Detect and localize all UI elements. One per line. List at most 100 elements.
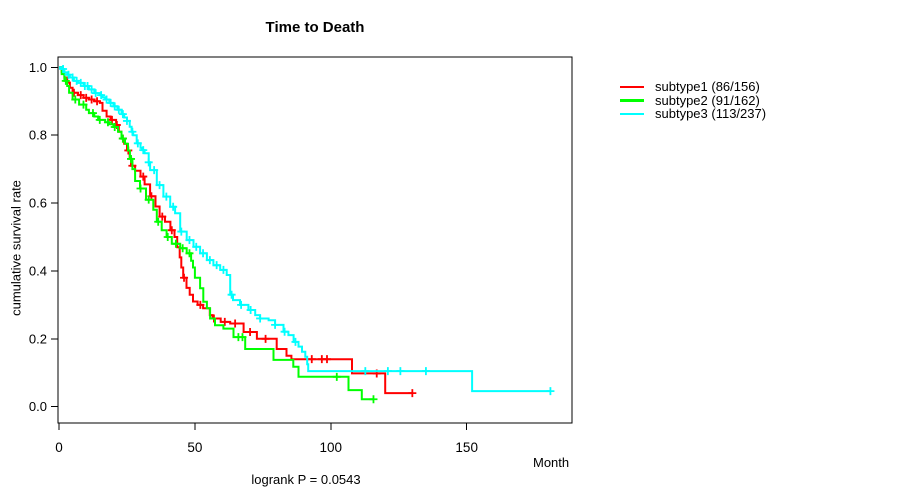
censor-mark	[108, 115, 117, 124]
censor-mark	[76, 91, 85, 100]
censor-mark	[546, 387, 555, 396]
censor-mark	[199, 249, 208, 258]
y-tick-label: 0.0	[29, 399, 47, 414]
censor-mark	[238, 333, 247, 342]
censor-mark	[192, 242, 201, 251]
legend-item-subtype3: subtype3 (113/237)	[620, 106, 767, 122]
legend-label-subtype3: subtype3 (113/237)	[655, 106, 767, 122]
censor-mark	[102, 95, 111, 104]
censor-mark	[220, 317, 229, 326]
censor-mark	[82, 93, 91, 102]
censor-mark	[178, 244, 187, 253]
censor-mark	[396, 367, 405, 376]
censor-mark	[332, 372, 341, 381]
censor-mark	[227, 290, 236, 299]
survival-curve-subtype3	[59, 64, 555, 396]
censor-mark	[163, 233, 172, 241]
censor-mark	[421, 367, 430, 376]
survival-curve-subtype2	[59, 66, 378, 404]
censor-mark	[167, 226, 176, 235]
censor-mark	[76, 78, 85, 87]
censor-mark	[71, 95, 80, 104]
y-tick-label: 1.0	[29, 60, 47, 75]
censor-mark	[91, 89, 100, 98]
censor-mark	[237, 300, 246, 309]
censor-mark	[59, 64, 68, 73]
censor-mark	[127, 154, 136, 163]
censor-mark	[93, 97, 102, 106]
legend-label-subtype2: subtype2 (91/162)	[655, 92, 760, 108]
censor-mark	[122, 116, 131, 125]
legend-label-subtype1: subtype1 (86/156)	[655, 79, 760, 95]
km-step-line	[59, 66, 374, 401]
legend-line-swatch-subtype3	[620, 112, 644, 115]
censor-mark	[261, 334, 270, 343]
censor-mark	[64, 70, 73, 79]
censor-mark	[280, 327, 289, 336]
censor-mark	[139, 172, 148, 181]
legend-item-subtype2: subtype2 (91/162)	[620, 92, 766, 108]
legend: subtype1 (86/156) subtype2 (91/162) subt…	[620, 79, 767, 122]
censor-mark	[68, 73, 77, 82]
censor-mark	[103, 118, 112, 127]
censor-mark	[205, 256, 214, 265]
axes: 0.0 0.2 0.4 0.6 0.8 1.0 0 50 100 150	[29, 56, 573, 455]
survival-curve-subtype1	[59, 66, 417, 398]
x-tick-label: 100	[320, 440, 343, 455]
censor-mark	[322, 355, 331, 364]
censor-mark	[246, 328, 255, 337]
censor-mark	[177, 227, 186, 236]
censor-mark	[180, 273, 189, 282]
censor-mark	[150, 166, 159, 175]
x-tick-label: 0	[55, 440, 63, 455]
censor-mark	[118, 134, 127, 143]
y-tick-label: 0.6	[29, 196, 47, 211]
censor-mark	[144, 195, 153, 204]
censor-mark	[158, 212, 167, 221]
censor-mark	[212, 261, 221, 270]
y-tick-label: 0.2	[29, 331, 47, 346]
censor-mark	[110, 123, 119, 132]
censor-mark	[196, 300, 205, 309]
censor-mark	[361, 367, 370, 376]
censor-mark	[118, 110, 127, 119]
censor-mark	[246, 305, 255, 314]
censor-mark	[136, 184, 145, 193]
censor-mark	[79, 100, 88, 109]
km-step-line	[59, 66, 551, 393]
censor-mark	[144, 158, 153, 167]
censor-mark	[171, 239, 180, 248]
x-tick-label: 150	[455, 440, 478, 455]
censor-mark	[97, 91, 106, 100]
censor-mark	[106, 98, 115, 107]
censor-mark	[139, 146, 148, 155]
x-axis-unit-label: Month	[533, 455, 570, 470]
censor-mark	[110, 102, 119, 111]
censor-mark	[219, 265, 228, 274]
y-tick-label: 0.4	[29, 263, 47, 278]
censor-mark	[87, 95, 96, 104]
y-tick-label: 0.8	[29, 128, 47, 143]
censor-mark	[162, 192, 171, 201]
censor-mark	[383, 367, 392, 376]
logrank-pvalue: logrank P = 0.0543	[251, 472, 361, 487]
censor-mark	[88, 109, 97, 118]
legend-item-subtype1: subtype1 (86/156)	[620, 79, 766, 95]
censor-mark	[169, 202, 178, 211]
censor-mark	[271, 320, 280, 329]
censor-mark	[155, 181, 164, 190]
censor-mark	[231, 319, 240, 328]
censor-mark	[87, 85, 96, 94]
censor-mark	[95, 115, 104, 124]
censor-mark	[185, 249, 194, 258]
censor-mark	[307, 355, 316, 364]
censor-mark	[61, 76, 70, 85]
chart-title: Time to Death	[265, 19, 365, 36]
legend-line-swatch-subtype1	[620, 85, 644, 88]
legend-line-swatch-subtype2	[620, 99, 644, 102]
censor-mark	[133, 139, 142, 148]
censor-mark	[72, 76, 81, 85]
censor-mark	[185, 236, 194, 245]
